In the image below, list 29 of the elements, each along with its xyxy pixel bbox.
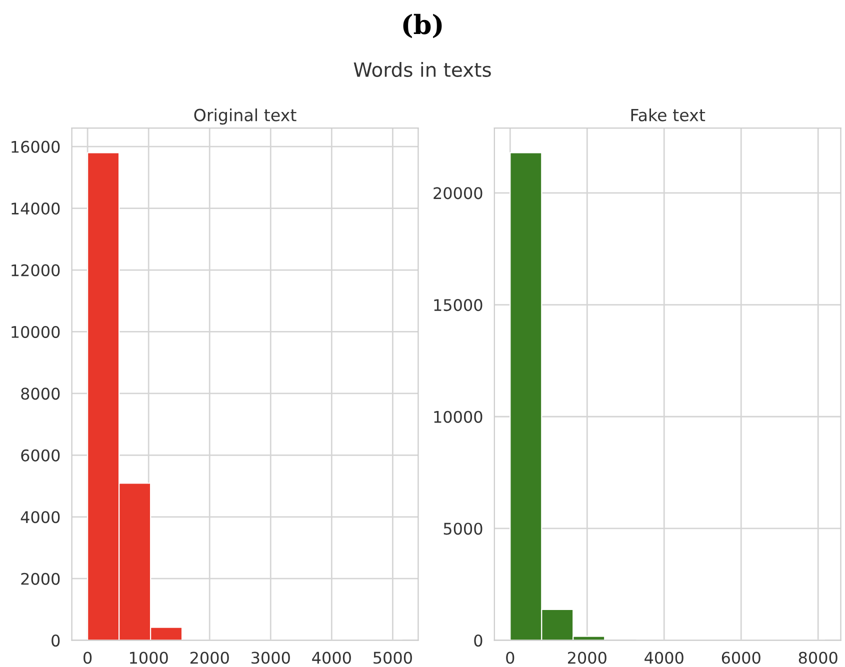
x-tick-label: 8000 <box>798 652 838 664</box>
y-tick-label: 0 <box>52 634 60 647</box>
chart-title: Fake text <box>631 108 706 122</box>
y-tick-label: 6000 <box>21 449 60 462</box>
y-tick-label: 12000 <box>12 264 60 276</box>
y-tick-label: 14000 <box>12 202 60 215</box>
text: (b) <box>403 14 442 38</box>
x-tick-label: 2000 <box>568 652 606 664</box>
y-tick-label: 20000 <box>434 187 482 200</box>
x-tick-label: 4000 <box>644 652 684 664</box>
x-tick-label: 0 <box>84 652 92 664</box>
x-tick-label: 0 <box>506 652 514 664</box>
y-tick-label: 4000 <box>20 511 60 524</box>
x-tick-label: 3000 <box>252 652 290 664</box>
chart-title: Original text <box>194 108 296 125</box>
y-tick-label: 2000 <box>21 572 60 585</box>
x-tick-label: 4000 <box>312 652 351 664</box>
y-tick-label: 0 <box>474 634 482 647</box>
y-tick-label: 15000 <box>434 298 482 312</box>
x-tick-label: 1000 <box>130 652 168 664</box>
x-tick-label: 5000 <box>374 652 412 664</box>
text: Words in texts <box>354 62 491 78</box>
y-tick-label: 8000 <box>21 388 60 400</box>
y-tick-label: 10000 <box>434 410 482 423</box>
x-tick-label: 6000 <box>722 652 760 664</box>
y-tick-label: 16000 <box>12 140 60 153</box>
y-tick-label: 10000 <box>12 326 60 338</box>
x-tick-label: 2000 <box>190 652 229 664</box>
y-tick-label: 5000 <box>444 522 482 535</box>
